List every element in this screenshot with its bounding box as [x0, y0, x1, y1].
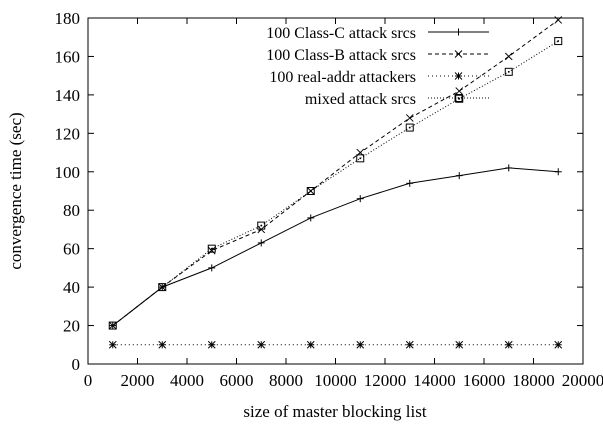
legend-marker — [455, 28, 462, 36]
y-tick-label: 100 — [55, 163, 81, 182]
legend-entry: 100 real-addr attackers — [269, 69, 489, 86]
x-tick-label: 4000 — [170, 371, 204, 390]
data-point — [307, 214, 315, 222]
y-tick-label: 160 — [55, 47, 81, 66]
legend-marker — [454, 72, 463, 80]
x-tick-label: 14000 — [413, 371, 456, 390]
data-point — [504, 340, 513, 349]
data-point — [158, 283, 167, 292]
data-point — [455, 87, 464, 95]
data-point — [554, 168, 562, 176]
x-tick-label: 18000 — [512, 371, 555, 390]
y-tick-label: 140 — [55, 86, 81, 105]
legend-marker — [454, 94, 463, 102]
data-point — [356, 154, 365, 163]
x-tick-label: 2000 — [121, 371, 155, 390]
data-point — [306, 340, 315, 349]
data-point — [356, 340, 365, 349]
y-tick-label: 180 — [55, 9, 81, 28]
legend-label: 100 Class-B attack srcs — [266, 47, 416, 64]
legend-label: 100 Class-C attack srcs — [266, 25, 416, 42]
x-tick-label: 12000 — [364, 371, 407, 390]
data-point — [455, 340, 464, 349]
data-point — [405, 340, 414, 349]
data-point — [504, 67, 513, 76]
legend-entry: 100 Class-B attack srcs — [266, 47, 489, 64]
data-point — [405, 114, 414, 122]
data-point — [108, 340, 117, 349]
data-point — [406, 179, 414, 187]
x-tick-label: 10000 — [314, 371, 357, 390]
y-tick-label: 40 — [63, 278, 80, 297]
data-point — [207, 244, 216, 253]
y-tick-label: 120 — [55, 124, 81, 143]
data-point — [554, 37, 563, 46]
data-point — [207, 246, 216, 255]
series-line — [112, 167, 559, 326]
x-tick-label: 20000 — [562, 371, 603, 390]
y-axis-label: convergence time (sec) — [6, 112, 25, 269]
y-tick-label: 60 — [63, 240, 80, 259]
legend-entry: 100 Class-C attack srcs — [266, 25, 489, 42]
data-point — [405, 123, 414, 132]
data-point — [356, 195, 364, 203]
x-tick-label: 8000 — [269, 371, 303, 390]
y-tick-label: 0 — [72, 355, 81, 374]
data-point — [257, 340, 266, 349]
series-line — [112, 19, 559, 326]
data-point — [505, 164, 513, 172]
data-point — [257, 221, 266, 230]
legend-marker — [454, 50, 463, 58]
x-tick-label: 0 — [84, 371, 93, 390]
series-3 — [108, 340, 563, 349]
y-tick-label: 80 — [63, 201, 80, 220]
x-tick-label: 6000 — [220, 371, 254, 390]
data-point — [554, 340, 563, 349]
legend-entry: mixed attack srcs — [305, 91, 489, 108]
series-layer — [108, 16, 563, 349]
series-line — [112, 40, 559, 326]
legend-label: 100 real-addr attackers — [269, 69, 416, 86]
data-point — [455, 172, 463, 180]
data-point — [158, 340, 167, 349]
axis-ticks: 0 2000 4000 6000 8000 10000 12000 14000 16000 180… — [55, 9, 603, 390]
y-tick-label: 20 — [63, 317, 80, 336]
data-point — [208, 264, 216, 272]
data-point — [108, 321, 117, 330]
data-point — [504, 52, 513, 61]
data-point — [257, 239, 265, 247]
series-4 — [108, 37, 563, 330]
data-point — [207, 340, 216, 349]
x-tick-label: 16000 — [463, 371, 506, 390]
data-point — [554, 16, 563, 24]
x-axis-label: size of master blocking list — [243, 402, 426, 421]
legend-label: mixed attack srcs — [305, 91, 416, 108]
series-1 — [109, 164, 562, 330]
data-point — [306, 187, 315, 195]
legend: 100 Class-C attack srcs 100 Class-B attac… — [266, 25, 489, 108]
